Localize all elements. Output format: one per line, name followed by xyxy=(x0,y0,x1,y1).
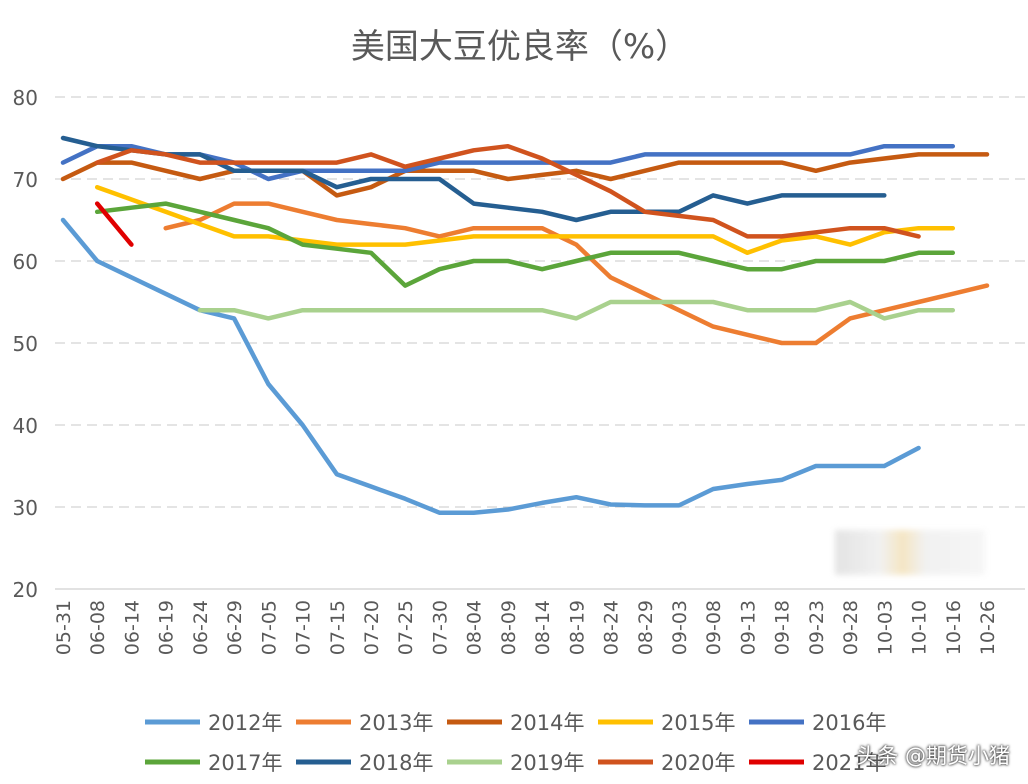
series-line-2021年 xyxy=(94,201,134,247)
x-tick-label: 10-16 xyxy=(943,600,965,655)
series-line-2013年 xyxy=(163,201,990,346)
y-tick-label: 20 xyxy=(13,578,38,602)
x-tick-label: 06-19 xyxy=(156,600,178,655)
legend-label: 2015年 xyxy=(661,711,735,735)
y-tick-label: 50 xyxy=(13,332,38,356)
legend-label: 2014年 xyxy=(510,711,584,735)
x-tick-label: 10-10 xyxy=(909,600,931,655)
x-tick-label: 06-08 xyxy=(87,600,109,655)
legend-label: 2012年 xyxy=(208,711,282,735)
series-line-2020年 xyxy=(94,143,921,239)
x-tick-label: 08-24 xyxy=(601,600,623,655)
y-tick-label: 30 xyxy=(13,496,38,520)
x-tick-label: 06-14 xyxy=(121,600,143,655)
y-tick-label: 70 xyxy=(13,168,38,192)
x-tick-label: 09-08 xyxy=(703,600,725,655)
x-tick-label: 08-29 xyxy=(635,600,657,655)
y-tick-label: 40 xyxy=(13,414,38,438)
legend-label: 2019年 xyxy=(510,751,584,775)
x-tick-label: 09-13 xyxy=(737,600,759,655)
legend-label: 2020年 xyxy=(661,751,735,775)
x-tick-label: 07-30 xyxy=(429,600,451,655)
series-line-2018年 xyxy=(60,135,887,223)
x-tick-label: 08-09 xyxy=(498,600,520,655)
legend-label: 2021年 xyxy=(812,751,886,775)
legend-label: 2017年 xyxy=(208,751,282,775)
x-tick-label: 08-04 xyxy=(464,600,486,655)
x-tick-label: 09-03 xyxy=(669,600,691,655)
chart-title: 美国大豆优良率（%） xyxy=(351,27,689,67)
x-tick-label: 07-25 xyxy=(395,600,417,655)
y-tick-label: 80 xyxy=(13,86,38,110)
x-tick-label: 10-26 xyxy=(977,600,999,655)
x-tick-label: 08-14 xyxy=(532,600,554,655)
x-tick-label: 07-20 xyxy=(361,600,383,655)
x-tick-label: 09-18 xyxy=(772,600,794,655)
series-line-2019年 xyxy=(197,299,956,321)
x-tick-label: 06-24 xyxy=(190,600,212,655)
x-tick-label: 07-05 xyxy=(258,600,280,655)
series-line-2012年 xyxy=(60,217,921,515)
series-line-2016年 xyxy=(60,143,956,182)
x-tick-label: 06-29 xyxy=(224,600,246,655)
legend-label: 2016年 xyxy=(812,711,886,735)
x-tick-label: 05-31 xyxy=(53,600,75,655)
blurred-region xyxy=(835,530,985,575)
x-tick-label: 07-15 xyxy=(327,600,349,655)
series-line-2017年 xyxy=(94,201,956,288)
x-tick-label: 07-10 xyxy=(293,600,315,655)
x-tick-label: 09-28 xyxy=(840,600,862,655)
series-line-2014年 xyxy=(60,152,990,198)
legend-label: 2018年 xyxy=(359,751,433,775)
x-tick-label: 08-19 xyxy=(566,600,588,655)
legend-label: 2013年 xyxy=(359,711,433,735)
y-tick-label: 60 xyxy=(13,250,38,274)
series-line-2015年 xyxy=(94,184,956,256)
x-tick-label: 09-23 xyxy=(806,600,828,655)
watermark: 头条 @期货小猪 xyxy=(856,744,1010,768)
x-tick-label: 10-03 xyxy=(874,600,896,655)
